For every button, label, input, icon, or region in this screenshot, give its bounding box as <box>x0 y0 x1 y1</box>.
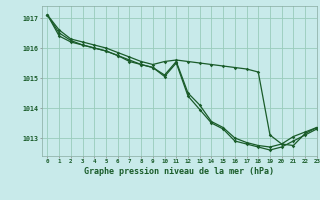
X-axis label: Graphe pression niveau de la mer (hPa): Graphe pression niveau de la mer (hPa) <box>84 167 274 176</box>
